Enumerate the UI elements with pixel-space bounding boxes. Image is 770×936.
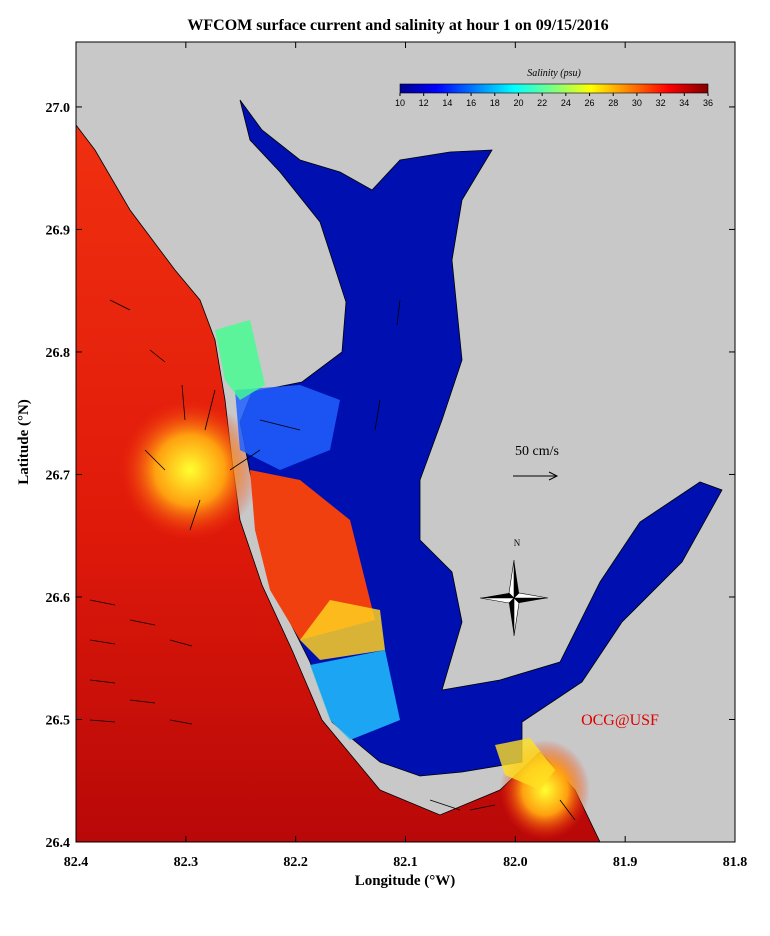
x-tick-label: 82.4 bbox=[64, 855, 89, 870]
compass-rose bbox=[479, 559, 549, 637]
scale-label: 50 cm/s bbox=[515, 444, 559, 459]
colorbar-tick-label: 36 bbox=[703, 98, 713, 108]
x-tick-label: 82.3 bbox=[174, 855, 199, 870]
colorbar-tick-label: 18 bbox=[490, 98, 500, 108]
colorbar-tick-label: 24 bbox=[561, 98, 571, 108]
current-arrows bbox=[89, 299, 576, 821]
x-tick-label: 81.9 bbox=[613, 855, 638, 870]
y-tick-label: 26.7 bbox=[46, 468, 71, 483]
sound-gradient bbox=[310, 650, 400, 740]
pass-plume bbox=[120, 400, 260, 540]
colorbar bbox=[399, 83, 709, 94]
colorbar-tick-label: 14 bbox=[442, 98, 452, 108]
bay-mixing bbox=[235, 385, 340, 470]
colorbar-tick-label: 22 bbox=[537, 98, 547, 108]
y-tick-label: 27.0 bbox=[46, 101, 71, 116]
colorbar-tick-label: 10 bbox=[395, 98, 405, 108]
arrow bbox=[89, 299, 576, 821]
colorbar-tick-label: 30 bbox=[632, 98, 642, 108]
bay-mixing bbox=[215, 320, 265, 400]
colorbar-tick-label: 12 bbox=[419, 98, 429, 108]
colorbar-tick-label: 20 bbox=[513, 98, 523, 108]
y-tick-label: 26.5 bbox=[46, 713, 71, 728]
colorbar-tick-label: 34 bbox=[679, 98, 689, 108]
colorbar-tick-label: 26 bbox=[585, 98, 595, 108]
credit: OCG@USF bbox=[581, 712, 659, 729]
colorbar-label: Salinity (psu) bbox=[527, 68, 581, 79]
x-tick-label: 82.0 bbox=[503, 855, 528, 870]
sound-water bbox=[250, 470, 375, 640]
x-axis-label: Longitude (°W) bbox=[355, 873, 456, 889]
y-tick-label: 26.6 bbox=[46, 591, 71, 606]
x-tick-label: 82.1 bbox=[393, 855, 418, 870]
y-axis-label: Latitude (°N) bbox=[16, 399, 32, 485]
colorbar-tick-label: 28 bbox=[608, 98, 618, 108]
y-tick-label: 26.9 bbox=[46, 223, 71, 238]
scale-arrow bbox=[513, 471, 559, 481]
colorbar-tick-label: 16 bbox=[466, 98, 476, 108]
x-tick-label: 82.2 bbox=[283, 855, 308, 870]
sound-gradient bbox=[300, 600, 385, 660]
map-title: WFCOM surface current and salinity at ho… bbox=[187, 17, 608, 34]
y-tick-label: 26.8 bbox=[46, 346, 71, 361]
x-tick-label: 81.8 bbox=[723, 855, 748, 870]
map-area bbox=[76, 42, 735, 842]
colorbar-tick-label: 32 bbox=[656, 98, 666, 108]
y-tick-label: 26.4 bbox=[46, 836, 71, 851]
pass-water bbox=[495, 738, 555, 790]
north-label: N bbox=[514, 538, 521, 548]
